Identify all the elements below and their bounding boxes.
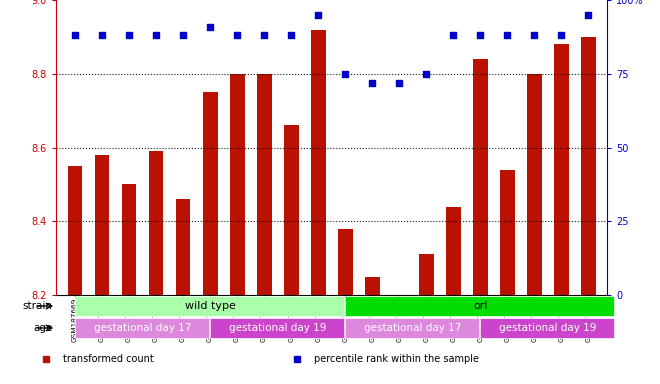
Point: [421, 71, 432, 77]
Point: [124, 32, 135, 38]
Bar: [311, 30, 325, 295]
Bar: [148, 151, 164, 295]
Point: [259, 32, 269, 38]
Bar: [500, 170, 515, 295]
Bar: [345, 318, 479, 338]
Point: [502, 32, 513, 38]
Bar: [121, 184, 137, 295]
Bar: [581, 37, 596, 295]
Point: [313, 12, 323, 18]
Text: age: age: [34, 323, 53, 333]
Bar: [67, 166, 82, 295]
Text: wild type: wild type: [185, 301, 236, 311]
Point: [340, 71, 350, 77]
Text: percentile rank within the sample: percentile rank within the sample: [314, 354, 478, 364]
Bar: [203, 92, 218, 295]
Bar: [345, 296, 614, 316]
Point: [286, 32, 296, 38]
Point: [97, 32, 108, 38]
Bar: [446, 207, 461, 295]
Bar: [176, 199, 191, 295]
Point: [529, 32, 539, 38]
Text: strain: strain: [23, 301, 53, 311]
Bar: [473, 59, 488, 295]
Point: [583, 12, 593, 18]
Point: [178, 32, 188, 38]
Bar: [257, 74, 271, 295]
Bar: [365, 276, 379, 295]
Point: [232, 32, 242, 38]
Point: [367, 79, 378, 86]
Point: [150, 32, 161, 38]
Bar: [284, 125, 298, 295]
Bar: [527, 74, 542, 295]
Point: [70, 32, 81, 38]
Bar: [75, 296, 344, 316]
Bar: [480, 318, 614, 338]
Text: orl: orl: [473, 301, 488, 311]
Point: [475, 32, 486, 38]
Bar: [554, 44, 569, 295]
Point: [448, 32, 459, 38]
Bar: [75, 318, 209, 338]
Text: gestational day 17: gestational day 17: [364, 323, 461, 333]
Bar: [419, 255, 434, 295]
Text: transformed count: transformed count: [63, 354, 153, 364]
Bar: [94, 155, 110, 295]
Point: [556, 32, 566, 38]
Text: gestational day 19: gestational day 19: [229, 323, 326, 333]
Bar: [230, 74, 244, 295]
Point: [205, 23, 215, 30]
Bar: [338, 228, 352, 295]
Text: gestational day 17: gestational day 17: [94, 323, 191, 333]
Text: gestational day 19: gestational day 19: [499, 323, 597, 333]
Point: [394, 79, 405, 86]
Bar: [210, 318, 344, 338]
